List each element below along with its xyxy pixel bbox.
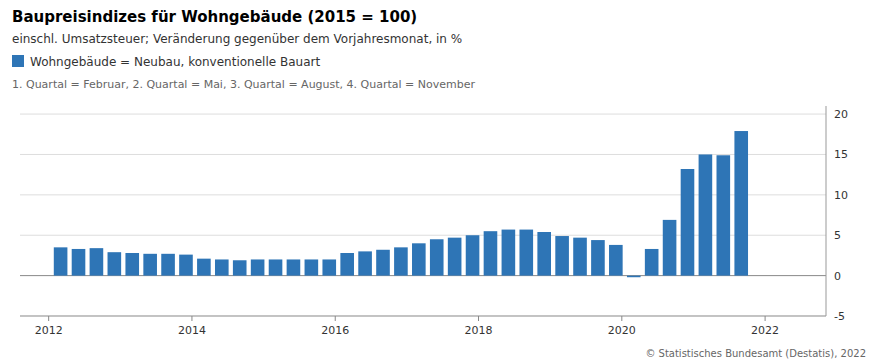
y-tick-label: 15: [834, 148, 848, 161]
bar: [394, 247, 408, 275]
bar: [466, 235, 480, 275]
y-axis-line: [826, 106, 827, 316]
bar: [108, 252, 122, 275]
bar: [322, 259, 336, 275]
y-tick-label: 5: [834, 229, 841, 242]
grid: [20, 114, 826, 316]
bar: [502, 230, 516, 276]
x-tick: [48, 316, 49, 321]
legend: Wohngebäude = Neubau, konventionelle Bau…: [12, 55, 320, 69]
bars: [54, 131, 748, 277]
x-tick: [478, 316, 479, 321]
bar: [215, 259, 229, 275]
y-tick-label: 20: [834, 108, 848, 121]
bar: [305, 259, 319, 275]
x-tick-label: 2012: [35, 324, 63, 337]
bar: [663, 220, 677, 276]
grid-line: [20, 114, 826, 115]
title: Baupreisindizes für Wohngebäude (2015 = …: [12, 8, 417, 26]
legend-swatch: [12, 55, 24, 67]
bar: [591, 240, 605, 276]
bar: [161, 254, 175, 276]
subtitle: einschl. Umsatzsteuer; Veränderung gegen…: [12, 32, 462, 46]
bar: [448, 238, 462, 276]
bar: [645, 249, 659, 276]
y-tick-label: 10: [834, 189, 848, 202]
bar: [609, 245, 623, 276]
bar: [734, 131, 748, 276]
bar: [179, 255, 193, 276]
bar: [251, 259, 265, 275]
y-tick-label: 0: [834, 270, 841, 283]
bar: [519, 230, 533, 276]
x-tick: [621, 316, 622, 321]
bar: [412, 243, 426, 275]
bar: [430, 239, 444, 275]
bar: [484, 231, 498, 275]
bar: [143, 254, 157, 276]
bar: [376, 250, 390, 276]
bar: [269, 259, 283, 275]
bar: [54, 247, 68, 275]
bar: [699, 154, 713, 275]
x-axis-line: [20, 316, 826, 317]
bar: [340, 253, 354, 276]
x-tick-label: 2022: [751, 324, 779, 337]
bar: [717, 155, 731, 275]
bar: [125, 253, 139, 276]
x-tick: [765, 316, 766, 321]
bar: [197, 259, 211, 276]
x-tick-label: 2020: [608, 324, 636, 337]
chart-svg: Baupreisindizes für Wohngebäude (2015 = …: [0, 0, 872, 363]
x-tick: [335, 316, 336, 321]
bar: [555, 236, 569, 276]
x-tick-label: 2014: [178, 324, 206, 337]
chart-container: Baupreisindizes für Wohngebäude (2015 = …: [0, 0, 872, 363]
legend-label: Wohngebäude = Neubau, konventionelle Bau…: [30, 55, 320, 69]
x-tick-label: 2018: [465, 324, 493, 337]
bar: [90, 248, 104, 275]
bar: [627, 276, 641, 278]
x-tick: [191, 316, 192, 321]
note: 1. Quartal = Februar, 2. Quartal = Mai, …: [12, 78, 476, 91]
bar: [573, 238, 587, 276]
bar: [287, 259, 301, 275]
y-tick-label: -5: [834, 310, 845, 323]
bar: [233, 260, 247, 275]
grid-line: [20, 316, 826, 317]
bar: [72, 249, 86, 276]
bar: [537, 232, 551, 276]
x-tick-label: 2016: [321, 324, 349, 337]
bar: [681, 169, 695, 276]
bar: [358, 251, 372, 275]
footer: © Statistisches Bundesamt (Destatis), 20…: [645, 348, 866, 359]
